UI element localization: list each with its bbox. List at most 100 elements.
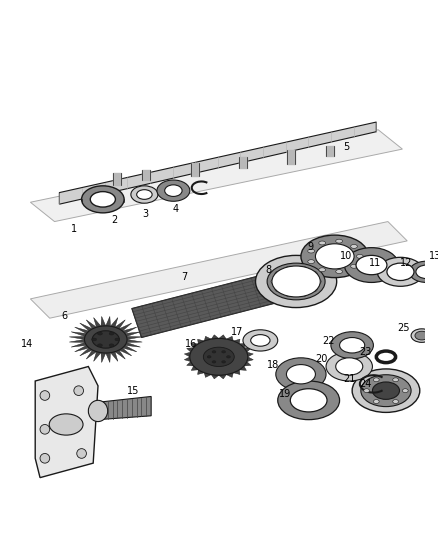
Ellipse shape [319,241,325,245]
Polygon shape [127,340,142,343]
Ellipse shape [374,400,379,403]
Ellipse shape [326,352,372,381]
Ellipse shape [278,381,339,419]
Polygon shape [184,357,191,361]
Circle shape [40,424,49,434]
Polygon shape [30,130,403,222]
Text: 18: 18 [266,360,279,369]
Ellipse shape [157,180,190,201]
Ellipse shape [109,332,114,335]
Ellipse shape [81,186,124,213]
Circle shape [74,386,84,395]
Polygon shape [74,327,89,334]
Ellipse shape [88,400,108,422]
Text: 24: 24 [359,379,371,389]
Polygon shape [239,366,247,370]
Polygon shape [132,265,311,337]
Ellipse shape [251,335,270,346]
Polygon shape [198,339,204,344]
Ellipse shape [336,270,343,273]
Ellipse shape [92,338,96,341]
Ellipse shape [314,279,321,284]
Text: 16: 16 [185,340,198,349]
Polygon shape [110,318,118,327]
Text: 15: 15 [127,386,140,395]
Ellipse shape [286,365,315,384]
Ellipse shape [275,287,283,292]
Circle shape [40,454,49,463]
Ellipse shape [308,249,314,253]
Polygon shape [122,345,137,352]
Ellipse shape [286,292,293,297]
Text: 5: 5 [343,142,349,152]
Polygon shape [98,397,151,419]
Text: 19: 19 [279,389,291,399]
Circle shape [40,391,49,400]
Polygon shape [247,357,253,361]
Polygon shape [219,375,226,379]
Text: 10: 10 [340,252,352,261]
Ellipse shape [309,271,317,276]
Ellipse shape [315,244,354,269]
Polygon shape [86,350,96,359]
Polygon shape [219,335,226,339]
Ellipse shape [190,338,248,375]
Polygon shape [71,343,87,347]
Polygon shape [80,348,92,356]
Polygon shape [233,339,240,344]
Ellipse shape [432,252,438,279]
Ellipse shape [115,338,120,341]
Ellipse shape [243,330,278,351]
Text: 1: 1 [71,224,77,235]
Ellipse shape [336,358,363,375]
Ellipse shape [319,268,325,272]
Polygon shape [106,353,110,362]
Polygon shape [244,361,251,366]
Ellipse shape [207,356,211,358]
Ellipse shape [212,361,216,363]
Ellipse shape [222,351,226,353]
Polygon shape [122,327,137,334]
Ellipse shape [331,332,374,359]
Ellipse shape [415,331,428,340]
Polygon shape [119,323,132,331]
Ellipse shape [339,337,365,353]
Polygon shape [69,340,85,343]
Polygon shape [110,352,118,361]
Text: 8: 8 [266,265,272,275]
Polygon shape [226,336,233,341]
Polygon shape [247,352,253,357]
Polygon shape [115,350,125,359]
Ellipse shape [393,400,399,403]
Ellipse shape [372,382,399,399]
Text: 7: 7 [182,272,188,281]
Polygon shape [187,348,194,352]
Ellipse shape [393,378,399,382]
Ellipse shape [276,358,326,391]
Ellipse shape [387,263,414,280]
Ellipse shape [290,389,327,412]
Ellipse shape [267,263,325,300]
Ellipse shape [308,260,314,264]
Polygon shape [74,345,89,352]
Polygon shape [94,318,101,327]
Text: 12: 12 [400,258,412,268]
Ellipse shape [222,361,226,363]
Text: 9: 9 [307,241,314,252]
Ellipse shape [286,266,293,271]
Ellipse shape [361,375,411,407]
Ellipse shape [403,389,408,393]
Ellipse shape [377,257,424,286]
Text: 13: 13 [429,252,438,261]
Ellipse shape [255,255,337,308]
Ellipse shape [344,248,399,282]
Polygon shape [233,370,240,375]
Polygon shape [71,332,87,336]
Ellipse shape [137,190,152,199]
Polygon shape [191,366,198,370]
Ellipse shape [226,356,230,358]
Polygon shape [94,352,101,361]
Ellipse shape [90,192,115,207]
Ellipse shape [299,292,307,297]
Ellipse shape [131,186,158,203]
